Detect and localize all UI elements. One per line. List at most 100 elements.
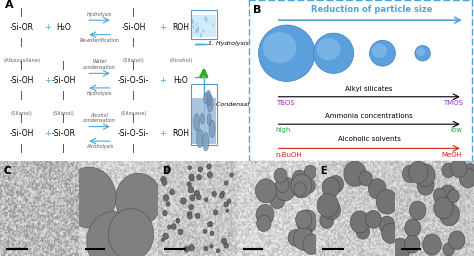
Circle shape xyxy=(195,28,197,34)
Text: -Si-OR: -Si-OR xyxy=(10,23,34,32)
Ellipse shape xyxy=(188,166,191,170)
Text: |: | xyxy=(132,91,135,100)
Text: C: C xyxy=(4,166,11,176)
Ellipse shape xyxy=(292,170,308,188)
Text: (Siloxane): (Siloxane) xyxy=(120,165,147,169)
Text: |: | xyxy=(20,144,23,153)
Ellipse shape xyxy=(171,224,176,229)
Ellipse shape xyxy=(288,229,302,246)
Ellipse shape xyxy=(294,182,306,196)
Circle shape xyxy=(193,113,200,131)
Text: (Alkoxysilane): (Alkoxysilane) xyxy=(45,165,82,169)
Ellipse shape xyxy=(165,166,169,171)
Text: |: | xyxy=(132,144,135,153)
Text: E: E xyxy=(320,166,327,176)
Ellipse shape xyxy=(443,243,455,256)
Ellipse shape xyxy=(210,231,214,236)
Ellipse shape xyxy=(221,238,227,244)
Ellipse shape xyxy=(365,210,381,228)
Ellipse shape xyxy=(270,191,285,209)
Ellipse shape xyxy=(184,246,189,252)
Text: |: | xyxy=(62,114,65,123)
Ellipse shape xyxy=(195,213,200,219)
Ellipse shape xyxy=(208,222,213,227)
Text: |: | xyxy=(132,38,135,47)
Ellipse shape xyxy=(275,177,296,201)
Circle shape xyxy=(196,22,198,25)
Text: +: + xyxy=(159,23,165,32)
Ellipse shape xyxy=(230,173,233,177)
Text: Re-esterification: Re-esterification xyxy=(80,38,119,43)
Text: +: + xyxy=(44,23,51,32)
Ellipse shape xyxy=(181,198,186,204)
Text: (Silanol): (Silanol) xyxy=(11,165,33,169)
Text: 1. Hydrolysis: 1. Hydrolysis xyxy=(208,41,248,46)
Ellipse shape xyxy=(210,244,213,248)
Ellipse shape xyxy=(208,172,212,178)
Text: +: + xyxy=(159,129,165,138)
Ellipse shape xyxy=(433,188,446,203)
Ellipse shape xyxy=(187,182,191,187)
Ellipse shape xyxy=(415,164,435,187)
Ellipse shape xyxy=(167,225,171,229)
Ellipse shape xyxy=(324,200,340,220)
Ellipse shape xyxy=(409,161,428,183)
Circle shape xyxy=(212,23,214,27)
Ellipse shape xyxy=(316,38,340,60)
Ellipse shape xyxy=(297,210,317,233)
Text: Alcoholic solvents: Alcoholic solvents xyxy=(337,136,401,142)
Ellipse shape xyxy=(464,163,474,177)
Ellipse shape xyxy=(322,177,340,197)
Text: (Alcohol): (Alcohol) xyxy=(169,165,193,169)
Text: -Si-O-Si-: -Si-O-Si- xyxy=(118,129,149,138)
Ellipse shape xyxy=(442,163,455,178)
Ellipse shape xyxy=(170,189,174,195)
Circle shape xyxy=(204,93,208,104)
Circle shape xyxy=(201,113,204,124)
Ellipse shape xyxy=(320,213,334,229)
Text: -Si-OH: -Si-OH xyxy=(9,76,34,85)
Ellipse shape xyxy=(416,47,425,56)
Text: -Si-OH: -Si-OH xyxy=(121,23,146,32)
Circle shape xyxy=(202,133,209,151)
Ellipse shape xyxy=(204,198,208,202)
Ellipse shape xyxy=(255,179,276,203)
Ellipse shape xyxy=(63,167,116,228)
Text: MeOH: MeOH xyxy=(442,152,463,158)
Text: (Silanol): (Silanol) xyxy=(53,111,74,116)
Text: Hydrolysis: Hydrolysis xyxy=(87,12,112,17)
Ellipse shape xyxy=(163,233,168,239)
Text: |: | xyxy=(20,38,23,47)
Ellipse shape xyxy=(258,25,315,81)
Text: TBOS: TBOS xyxy=(275,100,294,106)
Ellipse shape xyxy=(439,203,459,226)
Ellipse shape xyxy=(296,210,312,229)
Ellipse shape xyxy=(161,176,166,183)
Text: -Si-O-Si-: -Si-O-Si- xyxy=(118,76,149,85)
Ellipse shape xyxy=(372,44,387,58)
Text: |: | xyxy=(132,8,135,17)
Circle shape xyxy=(206,17,207,20)
Circle shape xyxy=(196,129,203,148)
Ellipse shape xyxy=(189,174,194,180)
Ellipse shape xyxy=(370,40,395,66)
Ellipse shape xyxy=(447,189,459,203)
Bar xyxy=(191,15,216,37)
Ellipse shape xyxy=(423,234,441,255)
Text: B: B xyxy=(253,5,262,15)
Ellipse shape xyxy=(207,164,211,169)
Ellipse shape xyxy=(109,209,154,256)
Ellipse shape xyxy=(263,32,297,63)
Ellipse shape xyxy=(115,173,162,226)
Ellipse shape xyxy=(213,210,218,215)
Ellipse shape xyxy=(291,174,312,198)
Ellipse shape xyxy=(376,189,398,214)
Text: A: A xyxy=(5,0,13,10)
Ellipse shape xyxy=(304,165,317,179)
Text: C: C xyxy=(4,166,11,176)
Ellipse shape xyxy=(87,212,139,256)
Text: (Silanol): (Silanol) xyxy=(123,58,145,63)
Ellipse shape xyxy=(317,193,338,217)
Circle shape xyxy=(196,24,197,26)
Ellipse shape xyxy=(302,178,315,193)
